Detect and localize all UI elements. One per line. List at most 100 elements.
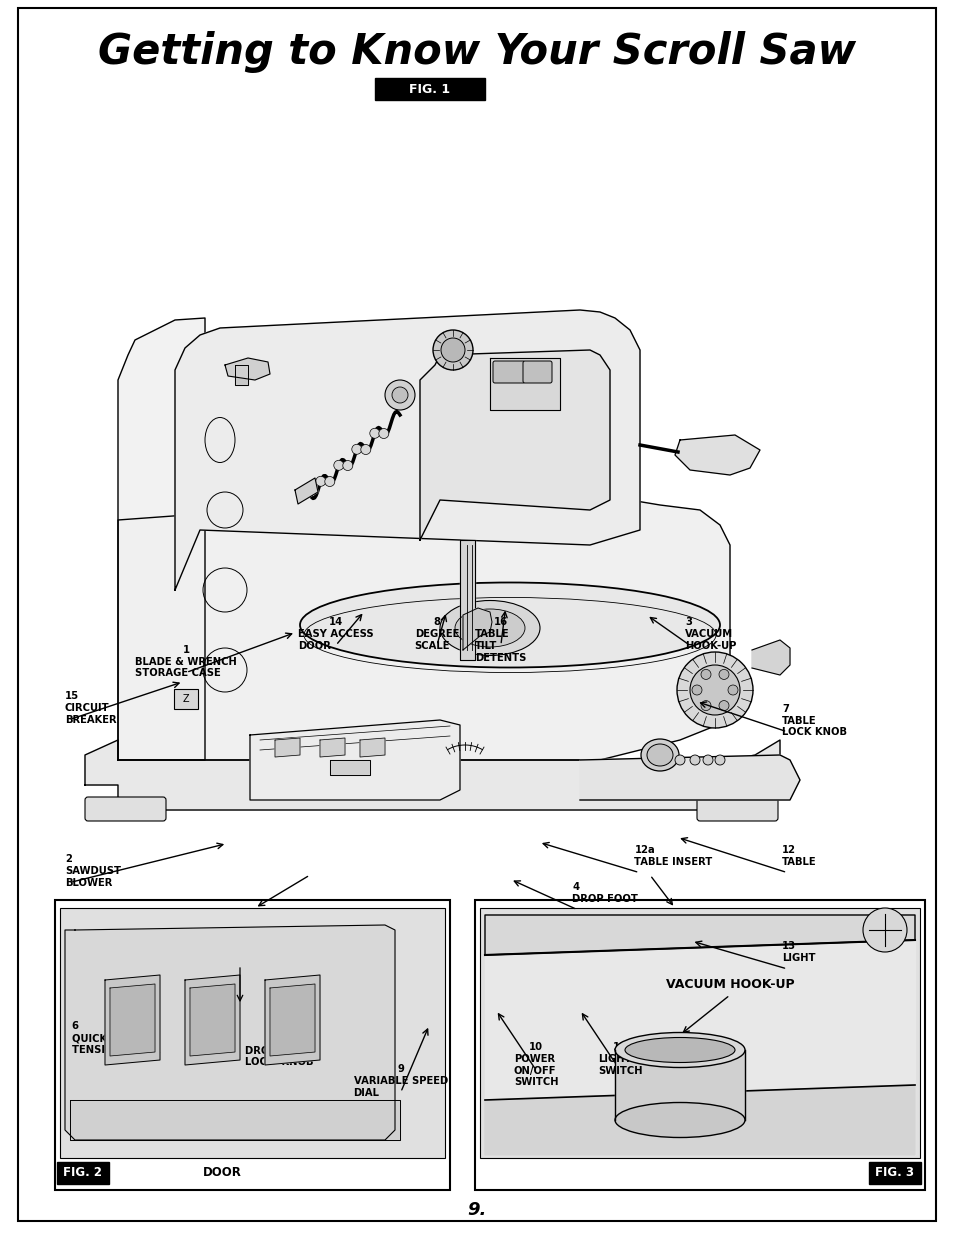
Ellipse shape bbox=[615, 1103, 744, 1137]
FancyBboxPatch shape bbox=[55, 900, 450, 1191]
Text: BLADE & WRENCH
STORAGE CASE: BLADE & WRENCH STORAGE CASE bbox=[135, 657, 236, 678]
Text: 9: 9 bbox=[396, 1065, 404, 1074]
Ellipse shape bbox=[299, 583, 720, 667]
FancyBboxPatch shape bbox=[479, 908, 919, 1158]
Text: FIG. 2: FIG. 2 bbox=[64, 1167, 102, 1179]
Text: 4: 4 bbox=[572, 882, 578, 892]
Circle shape bbox=[440, 338, 464, 362]
Text: FIG. 3: FIG. 3 bbox=[875, 1167, 914, 1179]
Circle shape bbox=[702, 755, 712, 764]
Text: 15: 15 bbox=[65, 692, 79, 701]
Circle shape bbox=[378, 429, 389, 438]
Polygon shape bbox=[484, 1086, 914, 1155]
Circle shape bbox=[862, 908, 906, 952]
FancyBboxPatch shape bbox=[493, 361, 524, 383]
Circle shape bbox=[433, 330, 473, 370]
Polygon shape bbox=[65, 925, 395, 1140]
Polygon shape bbox=[615, 1050, 744, 1120]
Polygon shape bbox=[185, 974, 240, 1065]
FancyBboxPatch shape bbox=[375, 78, 484, 100]
Text: CIRCUIT
BREAKER: CIRCUIT BREAKER bbox=[65, 704, 116, 725]
Circle shape bbox=[719, 700, 728, 710]
Circle shape bbox=[334, 461, 343, 471]
Polygon shape bbox=[274, 739, 299, 757]
Circle shape bbox=[675, 755, 684, 764]
Text: VACUUM
HOOK-UP: VACUUM HOOK-UP bbox=[684, 630, 736, 651]
Circle shape bbox=[727, 685, 738, 695]
Text: POWER
ON/OFF
SWITCH: POWER ON/OFF SWITCH bbox=[514, 1055, 558, 1088]
Polygon shape bbox=[250, 720, 459, 800]
Polygon shape bbox=[110, 984, 154, 1056]
Polygon shape bbox=[490, 358, 559, 410]
Polygon shape bbox=[85, 740, 780, 810]
Polygon shape bbox=[484, 915, 914, 1155]
Circle shape bbox=[385, 380, 415, 410]
Polygon shape bbox=[118, 490, 729, 760]
Polygon shape bbox=[234, 366, 248, 385]
Text: 2: 2 bbox=[65, 855, 71, 864]
FancyBboxPatch shape bbox=[173, 689, 198, 709]
Text: VARIABLE SPEED
DIAL: VARIABLE SPEED DIAL bbox=[354, 1077, 447, 1098]
Polygon shape bbox=[319, 739, 345, 757]
Polygon shape bbox=[459, 540, 475, 659]
Text: DEGREE
SCALE: DEGREE SCALE bbox=[415, 630, 458, 651]
Text: TABLE
LOCK KNOB: TABLE LOCK KNOB bbox=[781, 716, 846, 737]
Text: 1: 1 bbox=[182, 645, 190, 655]
Circle shape bbox=[700, 669, 710, 679]
Text: EASY ACCESS
DOOR: EASY ACCESS DOOR bbox=[297, 630, 374, 651]
Text: LIGHT
SWITCH: LIGHT SWITCH bbox=[598, 1055, 641, 1076]
Text: 12: 12 bbox=[781, 845, 796, 855]
Text: VACUUM HOOK-UP: VACUUM HOOK-UP bbox=[665, 978, 794, 992]
Circle shape bbox=[714, 755, 724, 764]
Text: 5: 5 bbox=[275, 1034, 283, 1044]
Text: SAWDUST
BLOWER: SAWDUST BLOWER bbox=[65, 867, 121, 888]
Text: 8: 8 bbox=[433, 618, 440, 627]
Circle shape bbox=[315, 477, 326, 487]
Circle shape bbox=[700, 700, 710, 710]
Text: 10: 10 bbox=[529, 1042, 542, 1052]
Circle shape bbox=[342, 461, 353, 471]
Text: 16: 16 bbox=[494, 618, 507, 627]
Ellipse shape bbox=[439, 600, 539, 656]
Text: DOOR: DOOR bbox=[203, 1167, 242, 1179]
FancyBboxPatch shape bbox=[475, 900, 924, 1191]
Polygon shape bbox=[675, 435, 760, 475]
Text: 7: 7 bbox=[781, 704, 788, 714]
Text: 6: 6 bbox=[71, 1021, 78, 1031]
Polygon shape bbox=[174, 310, 639, 590]
Text: 14: 14 bbox=[329, 618, 342, 627]
Text: 9.: 9. bbox=[467, 1200, 486, 1219]
Ellipse shape bbox=[615, 1032, 744, 1067]
Polygon shape bbox=[190, 984, 234, 1056]
Circle shape bbox=[677, 652, 752, 727]
Text: 3: 3 bbox=[684, 618, 691, 627]
Circle shape bbox=[392, 387, 408, 403]
Text: QUICK RELEASE
TENSION LEVER: QUICK RELEASE TENSION LEVER bbox=[71, 1034, 160, 1055]
Polygon shape bbox=[225, 358, 270, 380]
FancyBboxPatch shape bbox=[697, 797, 778, 821]
Text: 12a: 12a bbox=[634, 845, 655, 855]
Polygon shape bbox=[270, 984, 314, 1056]
FancyBboxPatch shape bbox=[60, 908, 444, 1158]
Ellipse shape bbox=[624, 1037, 734, 1062]
Polygon shape bbox=[462, 608, 492, 650]
Text: DROP FOOT: DROP FOOT bbox=[572, 894, 638, 904]
FancyBboxPatch shape bbox=[522, 361, 552, 383]
Polygon shape bbox=[118, 317, 205, 760]
Polygon shape bbox=[419, 350, 609, 540]
Circle shape bbox=[352, 445, 361, 454]
FancyBboxPatch shape bbox=[85, 797, 166, 821]
Text: TABLE INSERT: TABLE INSERT bbox=[634, 857, 712, 867]
Polygon shape bbox=[751, 640, 789, 676]
Polygon shape bbox=[579, 755, 800, 800]
Ellipse shape bbox=[640, 739, 679, 771]
Text: 11: 11 bbox=[613, 1042, 626, 1052]
Text: FIG. 1: FIG. 1 bbox=[409, 83, 450, 95]
Circle shape bbox=[324, 477, 335, 487]
Circle shape bbox=[689, 755, 700, 764]
Polygon shape bbox=[484, 915, 914, 955]
Text: Z: Z bbox=[182, 694, 189, 704]
Polygon shape bbox=[105, 974, 160, 1065]
Ellipse shape bbox=[646, 743, 672, 766]
FancyBboxPatch shape bbox=[868, 1162, 920, 1184]
